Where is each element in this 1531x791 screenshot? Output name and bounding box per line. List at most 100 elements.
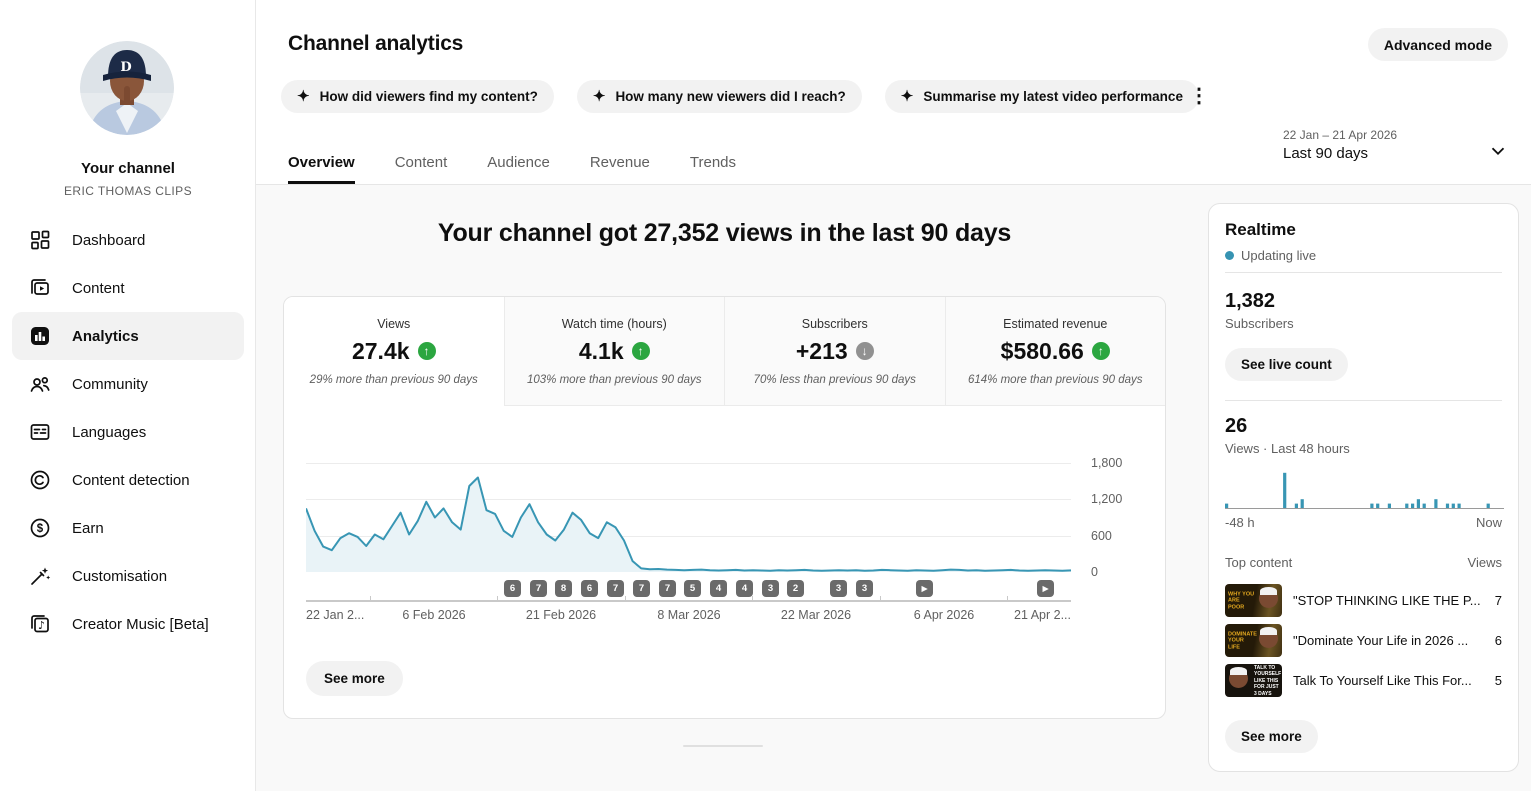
chevron-down-icon: [1487, 140, 1509, 162]
metric-card-estimated-revenue[interactable]: Estimated revenue $580.66 ↑ 614% more tha…: [944, 297, 1165, 406]
top-content-row[interactable]: DOMINATE YOUR LIFE "Dominate Your Life i…: [1225, 624, 1502, 657]
sidebar-item-label: Content: [72, 279, 125, 297]
sidebar-item-languages[interactable]: Languages: [0, 408, 256, 456]
sparkle-icon: ✦: [592, 88, 606, 105]
sidebar-item-creator-music-beta[interactable]: ♪ Creator Music [Beta]: [0, 600, 256, 648]
top-content-row[interactable]: TALK TO YOURSELF LIKE THIS FOR JUST 3 DA…: [1225, 664, 1502, 697]
header: Channel analytics Advanced mode ✦ How di…: [256, 0, 1531, 185]
metric-delta: 70% less than previous 90 days: [753, 373, 916, 386]
video-publish-marker[interactable]: 7: [633, 580, 650, 597]
realtime-subscriber-label: Subscribers: [1225, 316, 1294, 331]
sparkle-icon: ✦: [900, 88, 914, 105]
x-axis-tick: [1007, 596, 1008, 602]
x-axis-label: 6 Apr 2026: [913, 608, 975, 622]
more-options-icon[interactable]: ⋮: [1189, 85, 1209, 107]
realtime-panel: Realtime Updating live 1,382 Subscribers…: [1208, 203, 1519, 772]
tab-audience[interactable]: Audience: [487, 154, 550, 171]
sidebar-menu: Dashboard Content Analytics Community La…: [0, 216, 256, 648]
video-publish-marker[interactable]: 4: [710, 580, 727, 597]
x-axis-label: 22 Mar 2026: [780, 608, 852, 622]
gridline: [306, 499, 1071, 500]
video-publish-marker[interactable]: 3: [762, 580, 779, 597]
video-publish-marker[interactable]: 6: [504, 580, 521, 597]
suggestion-chip-label: Summarise my latest video performance: [923, 89, 1183, 104]
sidebar: D Your channel ERIC THOMAS CLIPS Dashboa…: [0, 0, 256, 791]
analytics-icon: [28, 324, 52, 348]
x-axis-tick: [625, 596, 626, 602]
svg-text:♪: ♪: [38, 619, 45, 632]
content-detection-icon: [28, 468, 52, 492]
metric-label: Estimated revenue: [1003, 316, 1108, 331]
tab-content[interactable]: Content: [394, 154, 448, 171]
suggestion-chip-label: How did viewers find my content?: [319, 89, 538, 104]
sidebar-item-customisation[interactable]: Customisation: [0, 552, 256, 600]
sidebar-item-analytics[interactable]: Analytics: [12, 312, 244, 360]
x-axis-tick: [752, 596, 753, 602]
see-live-count-button[interactable]: See live count: [1225, 348, 1348, 381]
video-publish-marker[interactable]: 4: [736, 580, 753, 597]
advanced-mode-button[interactable]: Advanced mode: [1367, 28, 1508, 61]
metric-value: $580.66: [1000, 337, 1084, 364]
sidebar-item-label: Earn: [72, 519, 104, 537]
sidebar-item-content[interactable]: Content: [0, 264, 256, 312]
video-publish-marker[interactable]: 5: [684, 580, 701, 597]
svg-text:D: D: [120, 60, 131, 75]
video-publish-marker[interactable]: 7: [659, 580, 676, 597]
video-views: 7: [1494, 593, 1502, 608]
realtime-see-more-button[interactable]: See more: [1225, 720, 1318, 753]
suggestion-chip-how-did-viewers-find-my-cont[interactable]: ✦ How did viewers find my content?: [281, 80, 554, 113]
languages-icon: [28, 420, 52, 444]
thumbnail-text: TALK TO YOURSELF LIKE THIS FOR JUST 3 DA…: [1254, 664, 1282, 697]
tab-overview[interactable]: Overview: [288, 145, 355, 184]
divider: [1225, 400, 1502, 401]
thumbnail-text: WHY YOU ARE POOR: [1228, 590, 1255, 610]
trend-up-icon: ↑: [417, 342, 436, 360]
realtime-title: Realtime: [1225, 220, 1296, 239]
tab-trends[interactable]: Trends: [689, 154, 737, 171]
customisation-icon: [28, 564, 52, 588]
tab-revenue[interactable]: Revenue: [589, 154, 650, 171]
channel-handle: ERIC THOMAS CLIPS: [64, 184, 192, 198]
video-title: Talk To Yourself Like This For...: [1293, 673, 1472, 688]
x-axis: [306, 600, 1071, 602]
metric-card-watch-time-hours[interactable]: Watch time (hours) 4.1k ↑ 103% more than …: [503, 297, 724, 406]
x-axis-tick: [880, 596, 881, 602]
y-axis-label: 1,800: [1091, 456, 1123, 470]
top-content-row[interactable]: WHY YOU ARE POOR "STOP THINKING LIKE THE…: [1225, 584, 1502, 617]
sidebar-item-label: Dashboard: [72, 231, 146, 249]
sidebar-item-community[interactable]: Community: [0, 360, 256, 408]
video-publish-marker[interactable]: 8: [555, 580, 572, 597]
realtime-bar-chart: [1225, 472, 1490, 508]
sidebar-item-label: Community: [72, 375, 148, 393]
video-title: "Dominate Your Life in 2026 ...: [1293, 633, 1469, 648]
suggestion-chip-label: How many new viewers did I reach?: [615, 89, 846, 104]
metric-delta: 614% more than previous 90 days: [967, 373, 1143, 386]
gridline: [306, 536, 1071, 537]
sidebar-item-label: Content detection: [72, 471, 190, 489]
channel-avatar[interactable]: D: [80, 41, 174, 135]
video-publish-marker[interactable]: 6: [581, 580, 598, 597]
suggestion-chip-how-many-new-viewers-did-i-r[interactable]: ✦ How many new viewers did I reach?: [576, 80, 862, 113]
metric-label: Subscribers: [801, 316, 868, 331]
sidebar-item-earn[interactable]: $ Earn: [0, 504, 256, 552]
sidebar-item-dashboard[interactable]: Dashboard: [0, 216, 256, 264]
video-publish-marker[interactable]: ▶: [916, 580, 933, 597]
video-publish-marker[interactable]: 7: [607, 580, 624, 597]
overview-headline: Your channel got 27,352 views in the las…: [437, 219, 1012, 247]
trend-down-icon: ↓: [855, 342, 874, 360]
axis-right-label: Now: [1475, 515, 1502, 530]
video-publish-marker[interactable]: ▶: [1037, 580, 1054, 597]
date-range-selector[interactable]: 22 Jan – 21 Apr 2026 Last 90 days: [1283, 128, 1531, 162]
video-publish-marker[interactable]: 7: [530, 580, 547, 597]
metric-card-views[interactable]: Views 27.4k ↑ 29% more than previous 90 d…: [284, 297, 504, 406]
metric-delta: 103% more than previous 90 days: [526, 373, 702, 386]
metric-label: Views: [377, 316, 411, 331]
sidebar-item-content-detection[interactable]: Content detection: [0, 456, 256, 504]
chart-see-more-button[interactable]: See more: [306, 661, 403, 696]
metric-card-subscribers[interactable]: Subscribers +213 ↓ 70% less than previous…: [724, 297, 945, 406]
video-publish-marker[interactable]: 3: [830, 580, 847, 597]
video-publish-marker[interactable]: 2: [787, 580, 804, 597]
x-axis-label: 8 Mar 2026: [657, 608, 721, 622]
suggestion-chip-summarise-my-latest-video-pe[interactable]: ✦ Summarise my latest video performance: [884, 80, 1199, 113]
video-publish-marker[interactable]: 3: [856, 580, 873, 597]
